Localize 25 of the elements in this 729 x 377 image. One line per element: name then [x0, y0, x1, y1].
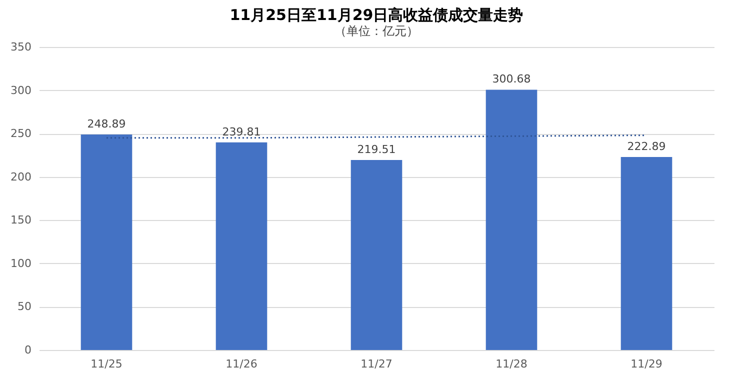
y-tick-label: 200 — [10, 170, 32, 184]
y-tick-label: 0 — [24, 344, 32, 356]
y-tick-label: 300 — [10, 84, 32, 97]
bar — [216, 142, 268, 350]
bar — [350, 160, 402, 350]
chart-subtitle: （单位：亿元） — [334, 24, 418, 38]
data-label: 219.51 — [357, 142, 396, 156]
y-tick-label: 350 — [10, 40, 32, 54]
y-tick-label: 250 — [10, 127, 32, 140]
bar — [486, 90, 538, 350]
x-tick-label: 11/27 — [360, 358, 392, 370]
x-tick-label: 11/29 — [630, 358, 662, 370]
x-tick-label: 11/25 — [90, 358, 122, 370]
bar — [80, 134, 132, 350]
y-tick-label: 150 — [10, 214, 32, 227]
chart-title: 11月25日至11月29日高收益债成交量走势 — [230, 6, 524, 24]
y-tick-label: 100 — [10, 256, 32, 270]
data-label: 239.81 — [222, 125, 261, 138]
x-tick-label: 11/28 — [496, 358, 528, 370]
data-label: 300.68 — [492, 72, 531, 86]
x-tick-label: 11/26 — [226, 358, 258, 370]
bar — [620, 157, 672, 350]
y-tick-label: 50 — [18, 300, 32, 314]
data-label: 248.89 — [87, 118, 126, 131]
data-label: 222.89 — [627, 140, 666, 154]
